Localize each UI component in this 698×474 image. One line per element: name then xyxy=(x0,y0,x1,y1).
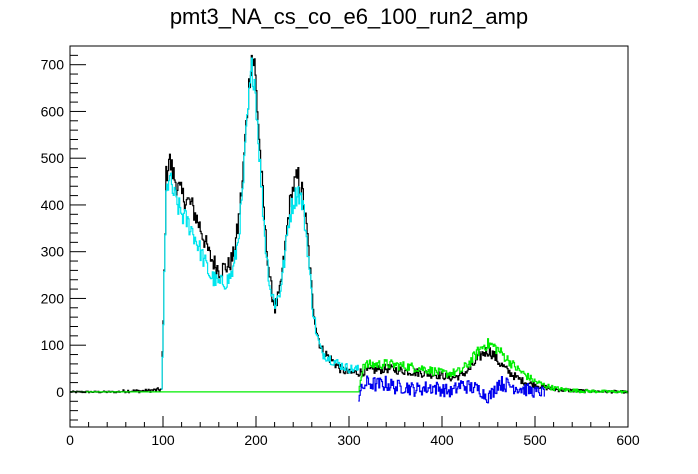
y-tick-label: 0 xyxy=(56,384,64,400)
y-tick-label: 600 xyxy=(41,103,65,119)
y-tick-label: 400 xyxy=(41,197,65,213)
x-tick-label: 500 xyxy=(523,432,547,448)
series-line-0 xyxy=(70,54,629,394)
y-tick-label: 300 xyxy=(41,244,65,260)
x-tick-label: 0 xyxy=(66,432,74,448)
series-line-2 xyxy=(70,338,629,394)
x-tick-label: 200 xyxy=(244,432,268,448)
axis-layer: 0 100 200 300 400 500 600 0 100 200 300 400 500 600 70… xyxy=(41,45,640,448)
y-tick-label: 500 xyxy=(41,150,65,166)
x-tick-label: 400 xyxy=(430,432,454,448)
series-line-3 xyxy=(358,375,545,404)
series-line-1 xyxy=(161,57,359,390)
chart-title: pmt3_NA_cs_co_e6_100_run2_amp xyxy=(169,4,529,29)
x-tick-label: 600 xyxy=(616,432,640,448)
x-tick-label: 100 xyxy=(151,432,175,448)
series-layer xyxy=(70,54,629,404)
x-tick-label: 300 xyxy=(337,432,361,448)
y-tick-label: 700 xyxy=(41,57,65,73)
y-tick-label: 200 xyxy=(41,290,65,306)
y-tick-label: 100 xyxy=(41,337,65,353)
